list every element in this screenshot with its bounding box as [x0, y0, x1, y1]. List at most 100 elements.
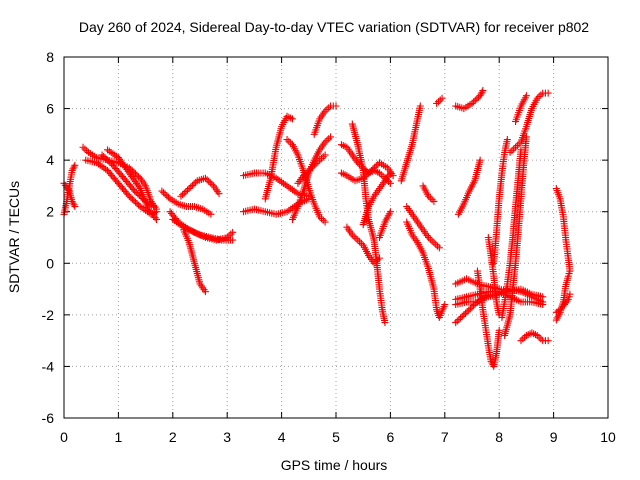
- data-point: [325, 104, 333, 112]
- data-point: [190, 180, 198, 188]
- y-tick-label: -4: [42, 358, 55, 374]
- x-tick-label: 1: [115, 429, 123, 445]
- data-point: [457, 314, 465, 322]
- data-point: [203, 176, 211, 184]
- data-point: [471, 300, 479, 308]
- data-point: [376, 254, 384, 262]
- y-tick-label: 2: [46, 204, 54, 220]
- series-s9: [169, 215, 237, 244]
- y-tick-label: 8: [46, 49, 54, 65]
- data-point: [135, 183, 143, 191]
- data-point: [468, 303, 476, 311]
- data-point: [470, 98, 478, 106]
- series-s46: [552, 290, 574, 316]
- data-point: [106, 158, 114, 166]
- data-point: [434, 98, 442, 106]
- x-tick-label: 0: [60, 429, 68, 445]
- data-point: [131, 198, 139, 206]
- data-point: [426, 235, 434, 243]
- data-point: [100, 152, 108, 160]
- data-point: [519, 335, 527, 343]
- data-point: [453, 317, 461, 325]
- data-point: [107, 160, 115, 168]
- data-point: [503, 136, 511, 144]
- series-s42: [512, 92, 530, 125]
- data-point: [127, 194, 135, 202]
- data-point: [129, 185, 137, 193]
- plot-frame: [63, 56, 609, 419]
- data-point: [185, 185, 193, 193]
- data-point: [128, 195, 136, 203]
- series-s38: [490, 136, 511, 267]
- series-s23: [359, 169, 394, 229]
- data-point: [441, 301, 449, 309]
- data-point: [478, 88, 486, 96]
- y-axis-label: SDTVAR / TECUs: [6, 181, 22, 293]
- data-point: [558, 304, 566, 312]
- data-point: [433, 99, 441, 107]
- data-point: [566, 267, 574, 275]
- data-point: [366, 168, 374, 176]
- data-point: [530, 330, 538, 338]
- data-point: [430, 239, 438, 247]
- data-point: [207, 210, 215, 218]
- data-point: [187, 183, 195, 191]
- y-tick-label: 6: [46, 101, 54, 117]
- series-s34: [452, 285, 547, 309]
- x-tick-label: 7: [441, 429, 449, 445]
- data-point: [544, 337, 552, 345]
- data-point: [428, 196, 436, 204]
- data-point: [285, 137, 293, 145]
- data-point: [452, 319, 460, 327]
- data-point: [70, 201, 78, 209]
- data-point: [183, 186, 191, 194]
- data-point: [150, 203, 158, 211]
- data-point: [416, 102, 424, 110]
- data-point: [103, 155, 111, 163]
- data-point: [283, 136, 291, 144]
- data-point: [556, 306, 564, 314]
- data-point: [466, 305, 474, 313]
- data-point: [164, 193, 172, 201]
- data-point: [372, 162, 380, 170]
- data-point: [152, 215, 160, 223]
- data-point: [432, 240, 440, 248]
- data-point: [537, 335, 545, 343]
- series-s1: [60, 161, 79, 218]
- data-point: [428, 237, 436, 245]
- data-point: [321, 218, 329, 226]
- series-s44: [552, 185, 574, 275]
- data-point: [131, 187, 139, 195]
- series-s27: [403, 218, 449, 321]
- data-point: [438, 94, 446, 102]
- data-point: [179, 191, 187, 199]
- y-tick-label: 0: [46, 255, 54, 271]
- data-point: [537, 91, 545, 99]
- data-point: [163, 192, 171, 200]
- data-point: [339, 170, 347, 178]
- data-point: [461, 309, 469, 317]
- data-point: [134, 190, 142, 198]
- data-point: [98, 151, 106, 159]
- data-point: [79, 143, 87, 151]
- data-point: [161, 190, 169, 198]
- data-point: [288, 115, 296, 123]
- data-point: [371, 163, 379, 171]
- data-point: [352, 234, 360, 242]
- x-tick-label: 10: [600, 429, 616, 445]
- data-point: [470, 302, 478, 310]
- data-point: [305, 195, 313, 203]
- data-point: [135, 173, 143, 181]
- data-point: [323, 136, 331, 144]
- data-point: [192, 178, 200, 186]
- data-point: [83, 147, 91, 155]
- data-point: [124, 191, 132, 199]
- data-point: [229, 228, 237, 236]
- x-tick-label: 8: [495, 429, 503, 445]
- data-point: [201, 288, 209, 296]
- series-s36: [473, 267, 503, 370]
- data-point: [460, 311, 468, 319]
- data-point: [332, 102, 340, 110]
- data-point: [386, 208, 394, 216]
- data-point: [471, 96, 479, 104]
